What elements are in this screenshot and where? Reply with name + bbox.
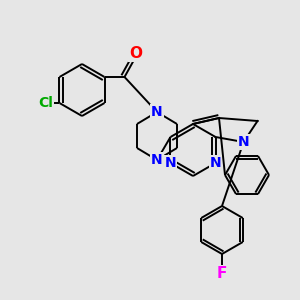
- Text: O: O: [129, 46, 142, 61]
- Text: N: N: [151, 105, 163, 119]
- Text: N: N: [210, 156, 221, 170]
- Text: Cl: Cl: [38, 96, 53, 110]
- Text: F: F: [217, 266, 227, 281]
- Text: N: N: [238, 135, 249, 149]
- Text: N: N: [165, 156, 176, 170]
- Text: N: N: [151, 153, 163, 167]
